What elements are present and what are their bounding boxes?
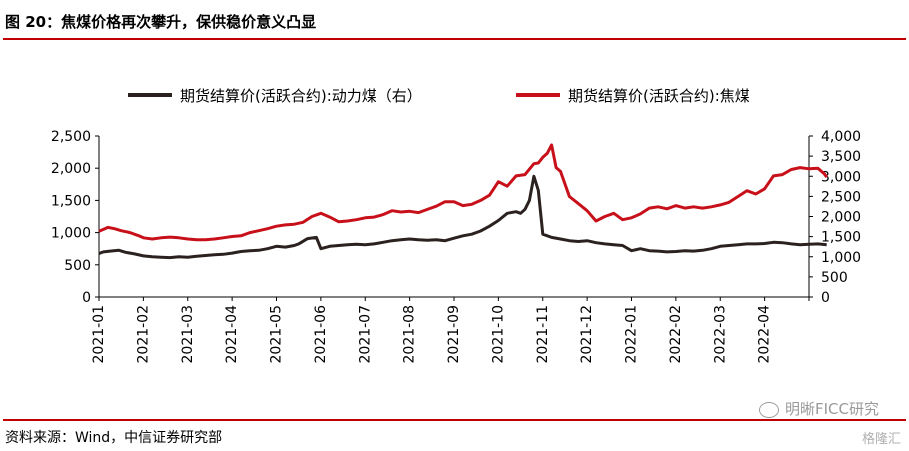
- left-tick-label: 1,500: [51, 193, 91, 209]
- legend-label: 期货结算价(活跃合约):焦煤: [568, 87, 750, 105]
- x-tick-label: 2021-04: [224, 305, 240, 364]
- coking-coal-line: [98, 143, 828, 242]
- x-tick-label: 2021-07: [357, 305, 373, 364]
- thermal-coal-line: [98, 174, 827, 260]
- legend-label: 期货结算价(活跃合约):动力煤（右）: [180, 87, 422, 105]
- x-tick-label: 2022-03: [712, 305, 728, 364]
- x-tick-label: 2021-10: [490, 305, 506, 364]
- right-tick-label: 0: [821, 290, 830, 306]
- watermark-text: 明晰FICC研究: [785, 400, 879, 418]
- watermark-secondary: 格隆汇: [861, 432, 901, 447]
- figure-title: 图 20：焦煤价格再次攀升，保供稳价意义凸显: [5, 13, 317, 31]
- x-tick-label: 2021-01: [91, 305, 107, 364]
- left-tick-label: 500: [64, 258, 91, 274]
- watermark: 明晰FICC研究: [759, 398, 879, 419]
- x-tick-label: 2021-08: [402, 305, 418, 364]
- left-tick-label: 2,500: [51, 129, 91, 145]
- right-tick-label: 1,500: [821, 230, 861, 246]
- right-tick-label: 1,000: [821, 250, 861, 266]
- x-tick-label: 2021-11: [535, 305, 551, 364]
- source-note: 资料来源：Wind，中信证券研究部: [5, 430, 223, 446]
- wechat-icon: [759, 401, 779, 418]
- x-tick-label: 2022-04: [757, 305, 773, 364]
- x-tick-label: 2021-05: [269, 305, 285, 364]
- right-tick-label: 3,500: [821, 149, 861, 165]
- left-tick-label: 0: [82, 290, 91, 306]
- x-tick-label: 2022-01: [624, 305, 640, 364]
- footer-divider: [3, 419, 906, 421]
- x-tick-label: 2021-02: [135, 305, 151, 364]
- x-tick-label: 2022-02: [668, 305, 684, 364]
- left-tick-label: 1,000: [51, 226, 91, 242]
- right-tick-label: 500: [821, 270, 848, 286]
- x-tick-label: 2021-03: [180, 305, 196, 364]
- left-tick-label: 2,000: [51, 161, 91, 177]
- legend: 期货结算价(活跃合约):动力煤（右） 期货结算价(活跃合约):焦煤: [128, 87, 750, 105]
- right-tick-label: 4,000: [821, 129, 861, 145]
- x-tick-label: 2021-09: [446, 305, 462, 364]
- x-tick-label: 2021-06: [313, 305, 329, 364]
- right-tick-label: 2,000: [821, 210, 861, 226]
- axes: 0 500 1,000 1,500 2,000 2,500 0 500 1,000 1,500 2,…: [51, 129, 861, 364]
- title-divider: [3, 38, 906, 40]
- series-lines: [98, 143, 828, 260]
- right-tick-label: 3,000: [821, 169, 861, 185]
- right-tick-label: 2,500: [821, 189, 861, 205]
- x-tick-label: 2021-12: [579, 305, 595, 364]
